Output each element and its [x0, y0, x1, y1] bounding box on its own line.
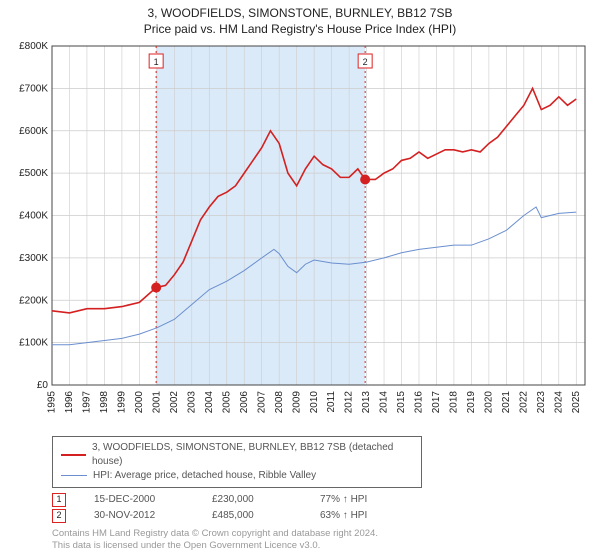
svg-text:1997: 1997 [82, 390, 93, 413]
svg-text:2022: 2022 [518, 390, 529, 413]
svg-text:1998: 1998 [99, 390, 110, 413]
svg-text:2017: 2017 [431, 390, 442, 413]
svg-text:£200K: £200K [19, 295, 48, 306]
svg-text:2004: 2004 [204, 390, 215, 413]
chart-plot-area: £0 £100K £200K £300K £400K £500K £600K £700K £80… [10, 40, 590, 430]
svg-text:2012: 2012 [344, 390, 355, 413]
svg-text:2011: 2011 [326, 390, 337, 412]
legend-label: HPI: Average price, detached house, Ribb… [93, 469, 316, 483]
svg-text:1996: 1996 [64, 390, 75, 413]
svg-text:2000: 2000 [134, 390, 145, 413]
legend-swatch-red-icon [61, 454, 86, 456]
svg-text:2020: 2020 [484, 390, 495, 413]
svg-text:1999: 1999 [117, 390, 128, 413]
svg-text:2009: 2009 [291, 390, 302, 413]
chart-title: 3, WOODFIELDS, SIMONSTONE, BURNLEY, BB12… [10, 6, 590, 22]
svg-text:£800K: £800K [19, 41, 48, 52]
svg-text:£400K: £400K [19, 210, 48, 221]
footer-line2: This data is licensed under the Open Gov… [52, 540, 590, 552]
legend-swatch-blue-icon [61, 475, 87, 476]
svg-text:£700K: £700K [19, 83, 48, 94]
svg-text:2: 2 [363, 57, 368, 67]
svg-text:2013: 2013 [361, 390, 372, 413]
sale-pct: 77% ↑ HPI [320, 492, 367, 508]
sale-row-2: 2 30-NOV-2012 £485,000 63% ↑ HPI [52, 508, 590, 524]
svg-text:2006: 2006 [239, 390, 250, 413]
svg-text:£100K: £100K [19, 337, 48, 348]
sale-price: £230,000 [212, 492, 292, 508]
svg-text:2025: 2025 [571, 390, 582, 413]
svg-text:2016: 2016 [414, 390, 425, 413]
svg-text:£600K: £600K [19, 125, 48, 136]
svg-text:2021: 2021 [501, 390, 512, 413]
footer-line1: Contains HM Land Registry data © Crown c… [52, 528, 590, 540]
flag-2-icon: 2 [52, 509, 66, 523]
svg-text:£500K: £500K [19, 168, 48, 179]
svg-text:2001: 2001 [151, 390, 162, 413]
svg-text:2008: 2008 [274, 390, 285, 413]
sale-date: 15-DEC-2000 [94, 492, 184, 508]
flag-1-icon: 1 [52, 493, 66, 507]
svg-text:2010: 2010 [309, 390, 320, 413]
svg-text:£0: £0 [37, 380, 49, 391]
svg-text:2015: 2015 [396, 390, 407, 413]
sales-table: 1 15-DEC-2000 £230,000 77% ↑ HPI 2 30-NO… [52, 492, 590, 524]
chart-subtitle: Price paid vs. HM Land Registry's House … [10, 22, 590, 36]
svg-text:1995: 1995 [47, 390, 58, 413]
sale-pct: 63% ↑ HPI [320, 508, 367, 524]
svg-text:2023: 2023 [536, 390, 547, 413]
chart-container: 3, WOODFIELDS, SIMONSTONE, BURNLEY, BB12… [0, 0, 600, 560]
sale-row-1: 1 15-DEC-2000 £230,000 77% ↑ HPI [52, 492, 590, 508]
footer-attribution: Contains HM Land Registry data © Crown c… [52, 528, 590, 553]
svg-text:2018: 2018 [449, 390, 460, 413]
chart-svg: £0 £100K £200K £300K £400K £500K £600K £700K £80… [10, 40, 590, 430]
svg-text:1: 1 [154, 57, 159, 67]
legend-box: 3, WOODFIELDS, SIMONSTONE, BURNLEY, BB12… [52, 436, 422, 488]
sale-date: 30-NOV-2012 [94, 508, 184, 524]
sale-price: £485,000 [212, 508, 292, 524]
svg-text:2019: 2019 [466, 390, 477, 413]
svg-text:2007: 2007 [256, 390, 267, 413]
svg-text:2002: 2002 [169, 390, 180, 413]
legend-item-price-paid: 3, WOODFIELDS, SIMONSTONE, BURNLEY, BB12… [61, 441, 413, 469]
legend-item-hpi: HPI: Average price, detached house, Ribb… [61, 469, 413, 483]
legend-label: 3, WOODFIELDS, SIMONSTONE, BURNLEY, BB12… [92, 441, 413, 469]
svg-text:2003: 2003 [186, 390, 197, 413]
svg-text:2005: 2005 [221, 390, 232, 413]
svg-text:£300K: £300K [19, 252, 48, 263]
svg-text:2014: 2014 [379, 390, 390, 413]
svg-text:2024: 2024 [553, 390, 564, 413]
